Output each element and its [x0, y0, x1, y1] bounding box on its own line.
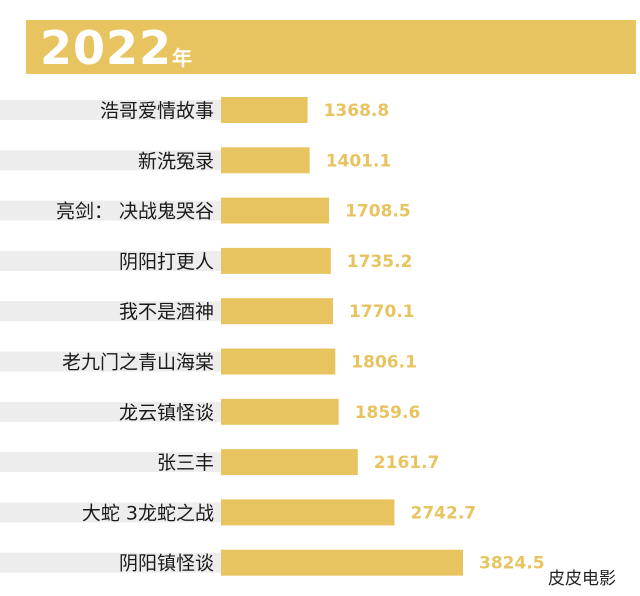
value-label: 1806.1 — [351, 353, 417, 373]
value-label: 3824.5 — [479, 554, 545, 574]
category-label-background — [0, 301, 221, 322]
value-label: 1401.1 — [326, 151, 392, 171]
category-label: 龙云镇怪谈 — [119, 402, 214, 424]
value-label: 1859.6 — [355, 403, 421, 423]
bar-4 — [221, 247, 331, 274]
bar-5 — [221, 298, 333, 325]
bar-3 — [221, 197, 330, 224]
value-label: 1770.1 — [349, 302, 415, 322]
category-label-background — [0, 100, 221, 120]
year-banner: 2022 年 — [26, 20, 636, 74]
category-label: 亮剑： 决战鬼哭谷 — [56, 201, 214, 223]
value-label: 2161.7 — [374, 453, 440, 473]
year-title: 2022 — [40, 21, 173, 75]
value-label: 2742.7 — [411, 503, 477, 523]
category-label: 新洗冤录 — [138, 150, 214, 172]
bar-10 — [221, 549, 463, 576]
bar-6 — [221, 348, 336, 375]
category-label: 大蛇 3龙蛇之战 — [82, 502, 214, 524]
category-label-background — [0, 552, 221, 573]
category-label: 老九门之青山海棠 — [62, 352, 214, 374]
category-label: 阴阳镇怪谈 — [119, 553, 214, 575]
bar-1 — [221, 97, 308, 123]
category-label: 阴阳打更人 — [119, 251, 214, 273]
bar-8 — [221, 449, 358, 476]
year-unit: 年 — [172, 46, 192, 70]
category-label-background — [0, 401, 221, 422]
category-label-background — [0, 351, 221, 372]
category-label-background — [0, 200, 221, 221]
category-label-background — [0, 452, 221, 473]
category-label: 我不是酒神 — [119, 301, 214, 323]
category-label-background — [0, 502, 221, 523]
bar-7 — [221, 398, 339, 425]
value-label: 1368.8 — [324, 101, 390, 121]
bar-9 — [221, 499, 395, 526]
category-label: 张三丰 — [157, 452, 214, 474]
category-label-background — [0, 150, 221, 171]
value-label: 1708.5 — [345, 202, 411, 222]
bar-2 — [221, 147, 310, 174]
watermark: 皮皮电影 — [548, 569, 616, 589]
category-label: 浩哥爱情故事 — [100, 100, 214, 122]
value-label: 1735.2 — [347, 252, 413, 272]
category-label-background — [0, 250, 221, 271]
